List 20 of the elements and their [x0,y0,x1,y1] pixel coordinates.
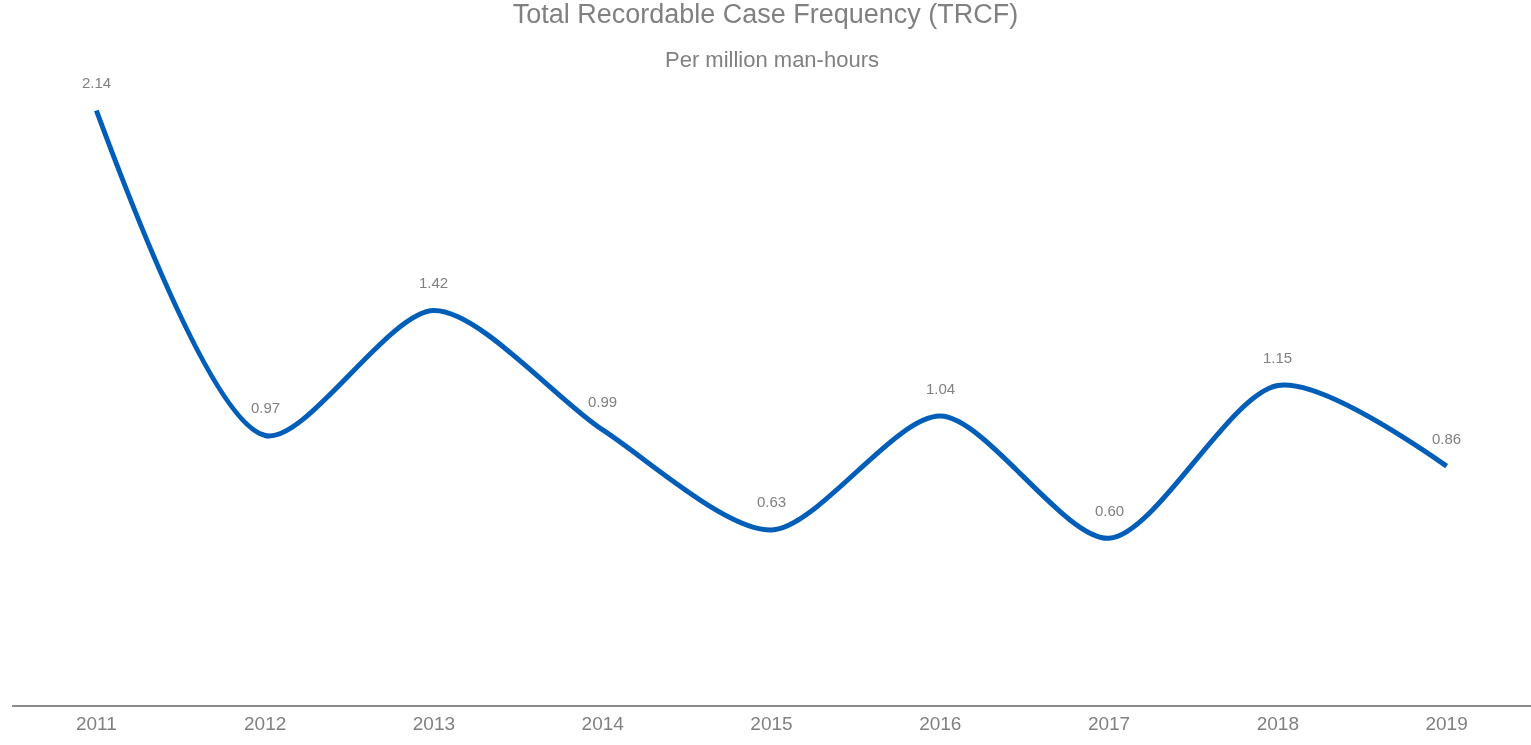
data-label: 1.15 [1263,349,1293,366]
x-tick-label: 2019 [1425,712,1468,734]
x-tick-label: 2011 [75,712,117,734]
data-label: 0.86 [1432,430,1462,447]
chart-subtitle: Per million man-hours [665,47,879,72]
x-tick-label: 2016 [919,712,962,734]
x-tick-label: 2013 [412,712,456,734]
data-label: 0.63 [757,493,787,510]
x-tick-label: 2012 [244,712,287,734]
x-tick-label: 2018 [1256,712,1299,734]
data-label: 1.42 [419,274,449,291]
data-label: 2.14 [82,74,112,91]
chart-title: Total Recordable Case Frequency (TRCF) [512,0,1019,29]
x-tick-label: 2014 [581,712,625,734]
data-label: 0.97 [251,399,281,416]
x-tick-label: 2015 [750,712,793,734]
data-label: 1.04 [926,380,956,397]
data-label: 0.60 [1095,502,1125,519]
data-label: 0.99 [588,393,618,410]
x-tick-label: 2017 [1087,712,1131,734]
